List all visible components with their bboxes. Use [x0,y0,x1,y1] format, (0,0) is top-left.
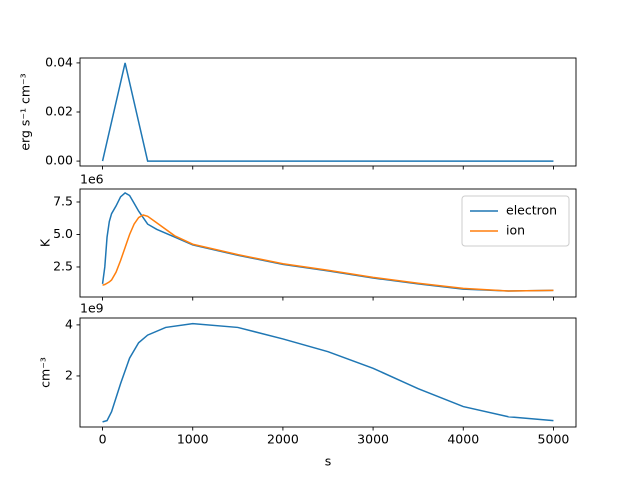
legend-label: ion [506,223,525,238]
x-axis-label: s [325,454,332,469]
y-offset-label: 1e6 [80,172,104,187]
data-line [102,214,554,292]
y-tick-label: 0.02 [45,104,73,119]
y-tick-label: 7.5 [53,193,73,208]
legend-box [461,195,570,247]
y-axis-label: cm⁻³ [38,357,53,388]
axes-frame [79,188,577,298]
axes-frame [79,57,577,167]
y-tick-label: 2 [65,367,73,382]
x-tick-label: 5000 [538,432,570,447]
x-tick-label: 0 [99,432,107,447]
data-line [101,62,554,162]
axes-frame [79,317,577,428]
legend-label: electron [506,203,557,218]
y-tick-label: 5.0 [53,226,73,241]
y-offset-label: 1e9 [80,301,104,316]
y-axis-label: K [38,238,53,247]
y-tick-label: 4 [65,316,73,331]
y-tick-label: 0.04 [45,54,73,69]
x-tick-label: 4000 [447,432,479,447]
data-line [102,322,554,423]
y-tick-label: 2.5 [53,258,73,273]
x-tick-label: 3000 [357,432,389,447]
x-tick-label: 1000 [177,432,209,447]
y-axis-label: erg s⁻¹ cm⁻³ [18,73,33,150]
y-tick-label: 0.00 [45,153,73,168]
x-tick-label: 2000 [267,432,299,447]
